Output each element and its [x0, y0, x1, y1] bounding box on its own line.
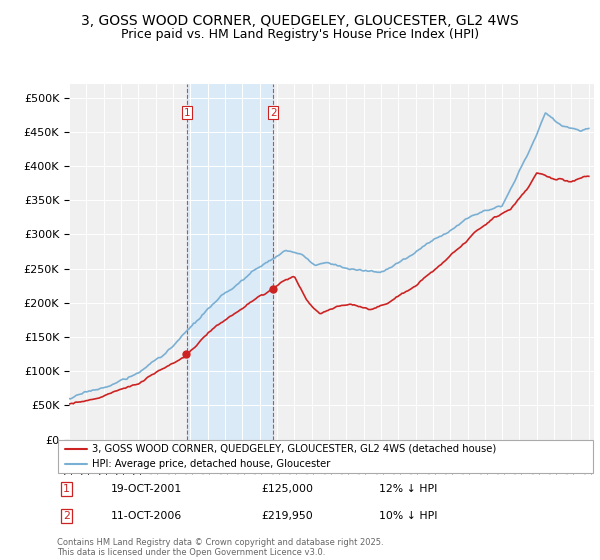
Text: 1: 1 [184, 108, 190, 118]
Text: 12% ↓ HPI: 12% ↓ HPI [379, 484, 437, 494]
Text: 10% ↓ HPI: 10% ↓ HPI [379, 511, 438, 521]
Text: 19-OCT-2001: 19-OCT-2001 [111, 484, 182, 494]
Text: £219,950: £219,950 [261, 511, 313, 521]
Text: Contains HM Land Registry data © Crown copyright and database right 2025.
This d: Contains HM Land Registry data © Crown c… [57, 538, 383, 557]
Text: 11-OCT-2006: 11-OCT-2006 [111, 511, 182, 521]
Text: 1: 1 [63, 484, 70, 494]
Text: 2: 2 [270, 108, 277, 118]
Text: Price paid vs. HM Land Registry's House Price Index (HPI): Price paid vs. HM Land Registry's House … [121, 28, 479, 41]
Text: 3, GOSS WOOD CORNER, QUEDGELEY, GLOUCESTER, GL2 4WS (detached house): 3, GOSS WOOD CORNER, QUEDGELEY, GLOUCEST… [92, 444, 496, 454]
FancyBboxPatch shape [58, 440, 593, 473]
Text: £125,000: £125,000 [261, 484, 313, 494]
Text: 3, GOSS WOOD CORNER, QUEDGELEY, GLOUCESTER, GL2 4WS: 3, GOSS WOOD CORNER, QUEDGELEY, GLOUCEST… [81, 14, 519, 28]
Text: 2: 2 [63, 511, 70, 521]
Bar [187, 84, 274, 440]
Text: HPI: Average price, detached house, Gloucester: HPI: Average price, detached house, Glou… [92, 459, 330, 469]
